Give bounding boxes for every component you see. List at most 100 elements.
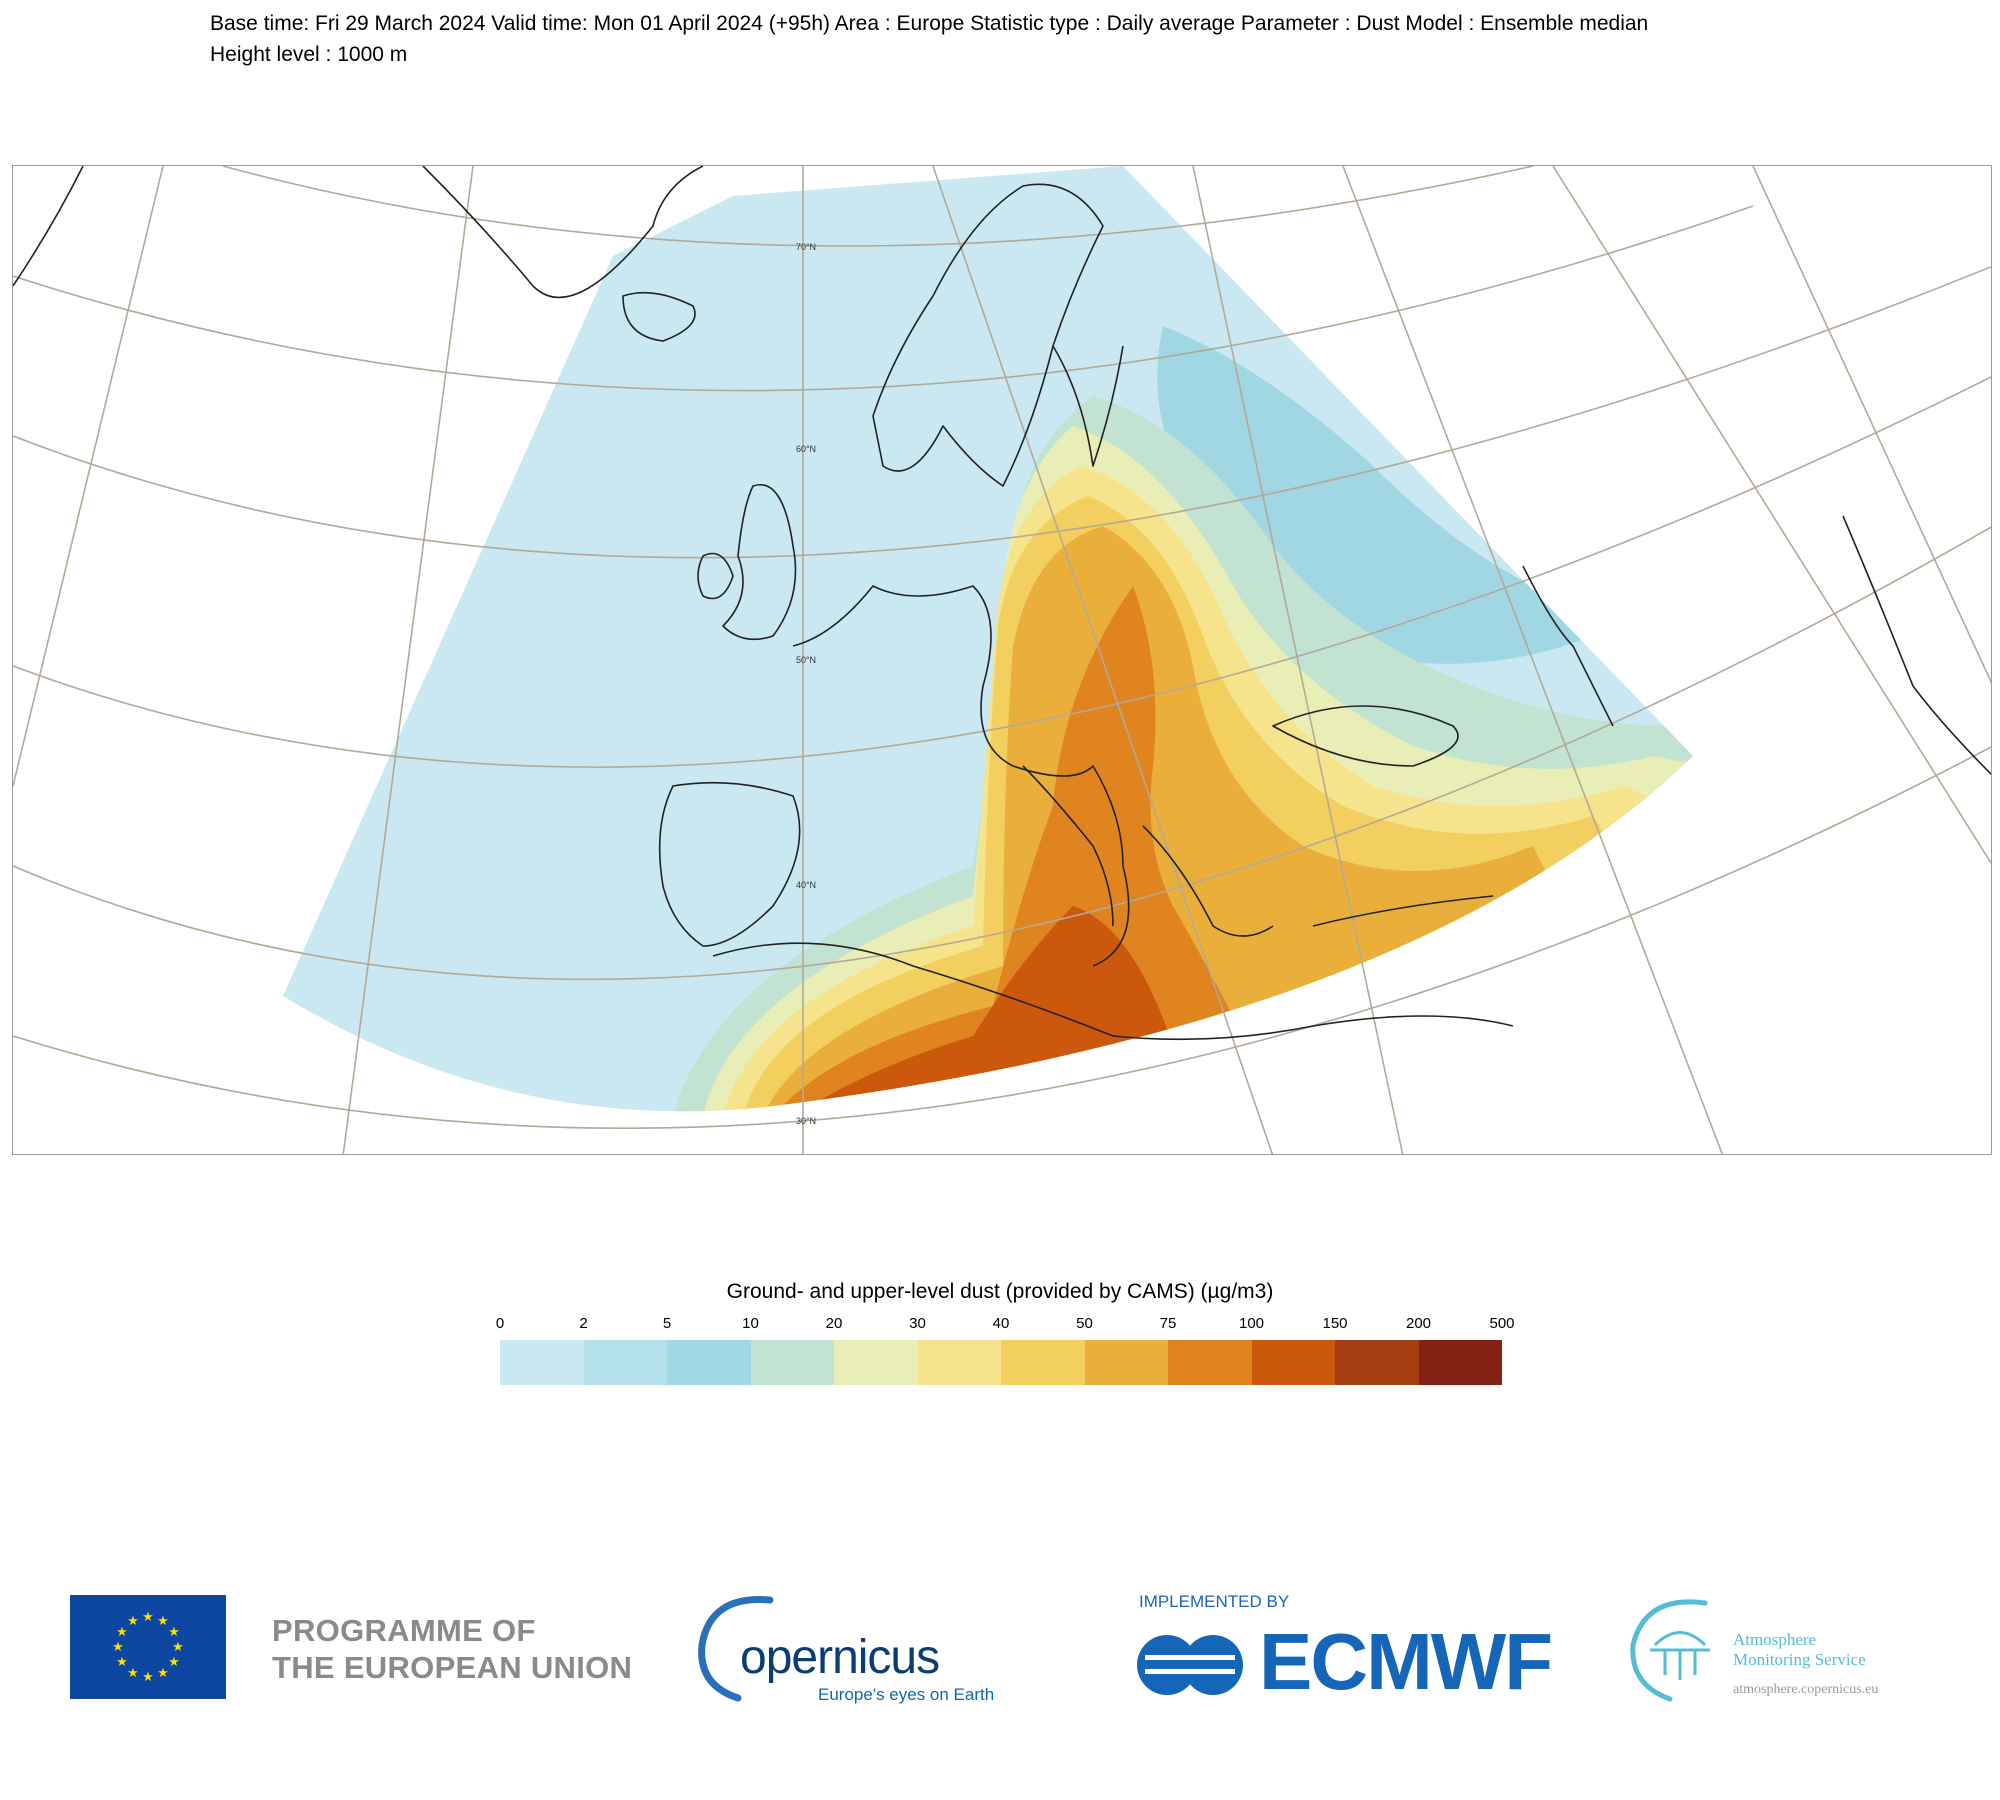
legend-tick-label: 75 xyxy=(1159,1315,1177,1332)
legend-swatch xyxy=(750,1340,834,1385)
legend-tick-label: 500 xyxy=(1489,1315,1515,1332)
eu-flag-logo: ★ ★ ★ ★ ★ ★ ★ ★ ★ ★ ★ ★ xyxy=(70,1595,226,1699)
italy-coast xyxy=(1022,765,1114,927)
ecmwf-logo: IMPLEMENTED BY ECMWF xyxy=(1135,1590,1575,1710)
legend-tick-label: 10 xyxy=(742,1315,759,1332)
parallel-30n xyxy=(13,526,1991,981)
lat-label-50n: 50°N xyxy=(796,655,816,665)
map-canvas: 70°N 60°N 50°N 40°N 30°N xyxy=(13,166,1991,1154)
legend-tick-label: 30 xyxy=(909,1315,926,1332)
north-africa-coast xyxy=(712,942,1514,1041)
legend-swatch xyxy=(1168,1340,1252,1385)
copernicus-logo: opernicus Europe's eyes on Earth xyxy=(690,1590,1010,1710)
ams-url: atmosphere.copernicus.eu xyxy=(1733,1682,1879,1697)
legend-swatch xyxy=(1335,1340,1419,1385)
svg-text:★: ★ xyxy=(168,1625,180,1640)
svg-text:★: ★ xyxy=(168,1655,180,1670)
coastlines xyxy=(13,166,1991,1041)
meridian-e50 xyxy=(1752,166,1991,684)
ecmwf-wordmark: ECMWF xyxy=(1259,1617,1553,1706)
meridian-e20 xyxy=(1192,166,1404,1154)
legend-swatch xyxy=(834,1340,918,1385)
legend-swatch xyxy=(1001,1340,1085,1385)
canada-coast xyxy=(13,166,84,287)
ecmwf-symbol-icon xyxy=(1137,1635,1243,1695)
dust-map: 70°N 60°N 50°N 40°N 30°N xyxy=(12,165,1992,1155)
legend-tick-label: 0 xyxy=(495,1315,505,1332)
svg-text:★: ★ xyxy=(116,1625,128,1640)
svg-text:★: ★ xyxy=(157,1614,169,1629)
black-sea-coast xyxy=(1272,705,1459,767)
svg-text:★: ★ xyxy=(127,1666,139,1681)
legend-tick-label: 200 xyxy=(1405,1315,1432,1332)
copernicus-tagline: Europe's eyes on Earth xyxy=(818,1685,995,1704)
svg-text:★: ★ xyxy=(172,1640,184,1655)
legend-tick-label: 2 xyxy=(579,1315,588,1332)
legend-swatch xyxy=(1251,1340,1335,1385)
lat-label-60n: 60°N xyxy=(796,444,816,454)
meridian-e40 xyxy=(1552,166,1991,865)
copernicus-swoosh-icon xyxy=(698,1596,774,1702)
turkey-coast xyxy=(1312,895,1494,927)
legend-color-bar xyxy=(500,1340,1502,1385)
ams-line-2: Monitoring Service xyxy=(1733,1650,1866,1669)
parallel-40n xyxy=(13,376,1991,768)
latitude-labels: 70°N 60°N 50°N 40°N 30°N xyxy=(796,242,816,1126)
caspian-coast xyxy=(1522,565,1614,727)
header-line-1: Base time: Fri 29 March 2024 Valid time:… xyxy=(210,12,1649,35)
continental-coast xyxy=(792,585,1130,967)
legend-tick-label: 100 xyxy=(1238,1315,1265,1332)
scandinavia-coast xyxy=(872,183,1104,487)
eu-programme-text: PROGRAMME OF THE EUROPEAN UNION xyxy=(272,1612,632,1686)
parallel-20n xyxy=(13,746,1991,1130)
parallel-60n xyxy=(13,205,1754,392)
legend-tick-label: 40 xyxy=(992,1315,1010,1332)
lat-label-70n: 70°N xyxy=(796,242,816,252)
eu-line-2: THE EUROPEAN UNION xyxy=(272,1650,633,1685)
eu-line-1: PROGRAMME OF xyxy=(272,1613,536,1648)
meridian-w20 xyxy=(13,166,164,787)
graticule xyxy=(13,166,1991,1154)
parallel-50n xyxy=(13,265,1991,559)
asia-coast xyxy=(1842,515,1991,776)
header-line-2: Height level : 1000 m xyxy=(210,43,408,66)
legend-swatch xyxy=(917,1340,1001,1385)
legend-tick-label: 20 xyxy=(825,1315,843,1332)
lat-label-40n: 40°N xyxy=(796,880,816,890)
legend-tick-label: 5 xyxy=(662,1315,672,1332)
legend-tick-label: 50 xyxy=(1076,1315,1093,1332)
ams-globe-icon xyxy=(1630,1599,1710,1702)
lat-label-30n: 30°N xyxy=(796,1116,816,1126)
ecmwf-implemented-by: IMPLEMENTED BY xyxy=(1139,1592,1290,1611)
parallel-70n xyxy=(222,166,1534,247)
svg-text:★: ★ xyxy=(157,1666,169,1681)
dust-field xyxy=(283,166,1693,1112)
greenland-coast xyxy=(422,166,704,299)
svg-text:★: ★ xyxy=(112,1640,124,1655)
svg-text:★: ★ xyxy=(127,1614,139,1629)
meridian-e10 xyxy=(932,166,1274,1154)
legend-swatch xyxy=(1418,1340,1502,1385)
iceland-coast xyxy=(622,291,696,342)
legend-tick-label: 150 xyxy=(1322,1315,1348,1332)
legend-ticks: 0 2 5 10 20 30 40 50 75 100 150 200 500 xyxy=(0,1315,2000,1335)
legend-swatch xyxy=(667,1340,751,1385)
svg-text:★: ★ xyxy=(142,1610,154,1625)
meridian-w10 xyxy=(342,166,474,1154)
legend-swatch xyxy=(583,1340,667,1385)
baltic-coast xyxy=(1052,345,1124,467)
legend-title: Ground- and upper-level dust (provided b… xyxy=(726,1280,1274,1303)
eu-stars-icon: ★ ★★ ★★★ ★★★ ★★★ xyxy=(112,1610,184,1685)
svg-text:★: ★ xyxy=(142,1670,154,1685)
ams-line-1: Atmosphere xyxy=(1733,1630,1817,1649)
legend-swatch xyxy=(500,1340,584,1385)
ireland-coast xyxy=(697,552,734,600)
meridian-e30 xyxy=(1342,166,1724,1154)
copernicus-wordmark: opernicus xyxy=(740,1631,940,1684)
legend-swatch xyxy=(1084,1340,1168,1385)
ams-logo: Atmosphere Monitoring Service atmosphere… xyxy=(1625,1590,1925,1710)
great-britain-coast xyxy=(722,484,797,641)
iberia-coast xyxy=(658,781,801,947)
svg-text:★: ★ xyxy=(116,1655,128,1670)
footer-logos: ★ ★ ★ ★ ★ ★ ★ ★ ★ ★ ★ ★ PROGRAMME OF THE EUROPEA… xyxy=(0,1590,2000,1720)
